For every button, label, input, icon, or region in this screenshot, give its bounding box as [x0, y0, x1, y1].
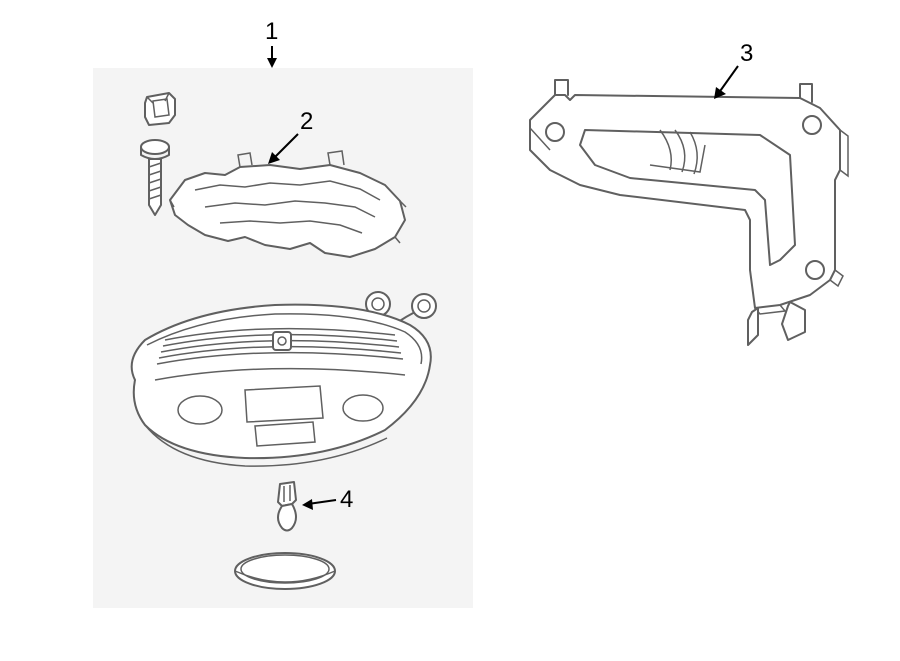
- callout-4-label: 4: [340, 486, 353, 514]
- callout-1-label: 1: [265, 18, 278, 46]
- callout-2-label: 2: [300, 108, 313, 136]
- parts-diagram: 1 2 3 4: [0, 0, 900, 661]
- callout-3-label: 3: [740, 40, 753, 68]
- callout-arrows: [0, 0, 900, 661]
